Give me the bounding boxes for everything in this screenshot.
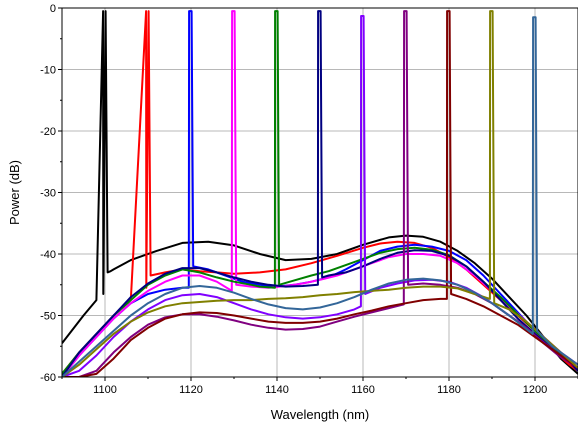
y-tick-label: -30 bbox=[40, 188, 56, 200]
series-line-4 bbox=[62, 10, 578, 377]
y-tick-label: -50 bbox=[40, 311, 56, 323]
series-line-9 bbox=[62, 10, 578, 377]
x-tick-label: 1100 bbox=[93, 384, 117, 396]
x-axis-title: Wavelength (nm) bbox=[271, 407, 370, 422]
series-line-11 bbox=[62, 16, 578, 377]
y-tick-label: -60 bbox=[40, 372, 56, 384]
y-tick-label: -10 bbox=[40, 65, 56, 77]
x-tick-label: 1180 bbox=[437, 384, 461, 396]
y-tick-label: 0 bbox=[50, 3, 56, 15]
x-tick-label: 1120 bbox=[179, 384, 203, 396]
y-axis-title: Power (dB) bbox=[7, 160, 22, 225]
axis-ticks: 1100 1120 1140 1160 1180 1200 0 -10 -20 -30 -40 -50… bbox=[40, 3, 578, 396]
y-tick-label: -40 bbox=[40, 249, 56, 261]
x-tick-label: 1200 bbox=[523, 384, 547, 396]
series-line-1 bbox=[62, 10, 578, 375]
plot-area bbox=[62, 10, 578, 377]
x-tick-label: 1140 bbox=[265, 384, 289, 396]
series-line-10 bbox=[62, 10, 578, 377]
x-tick-label: 1160 bbox=[351, 384, 375, 396]
y-tick-label: -20 bbox=[40, 126, 56, 138]
